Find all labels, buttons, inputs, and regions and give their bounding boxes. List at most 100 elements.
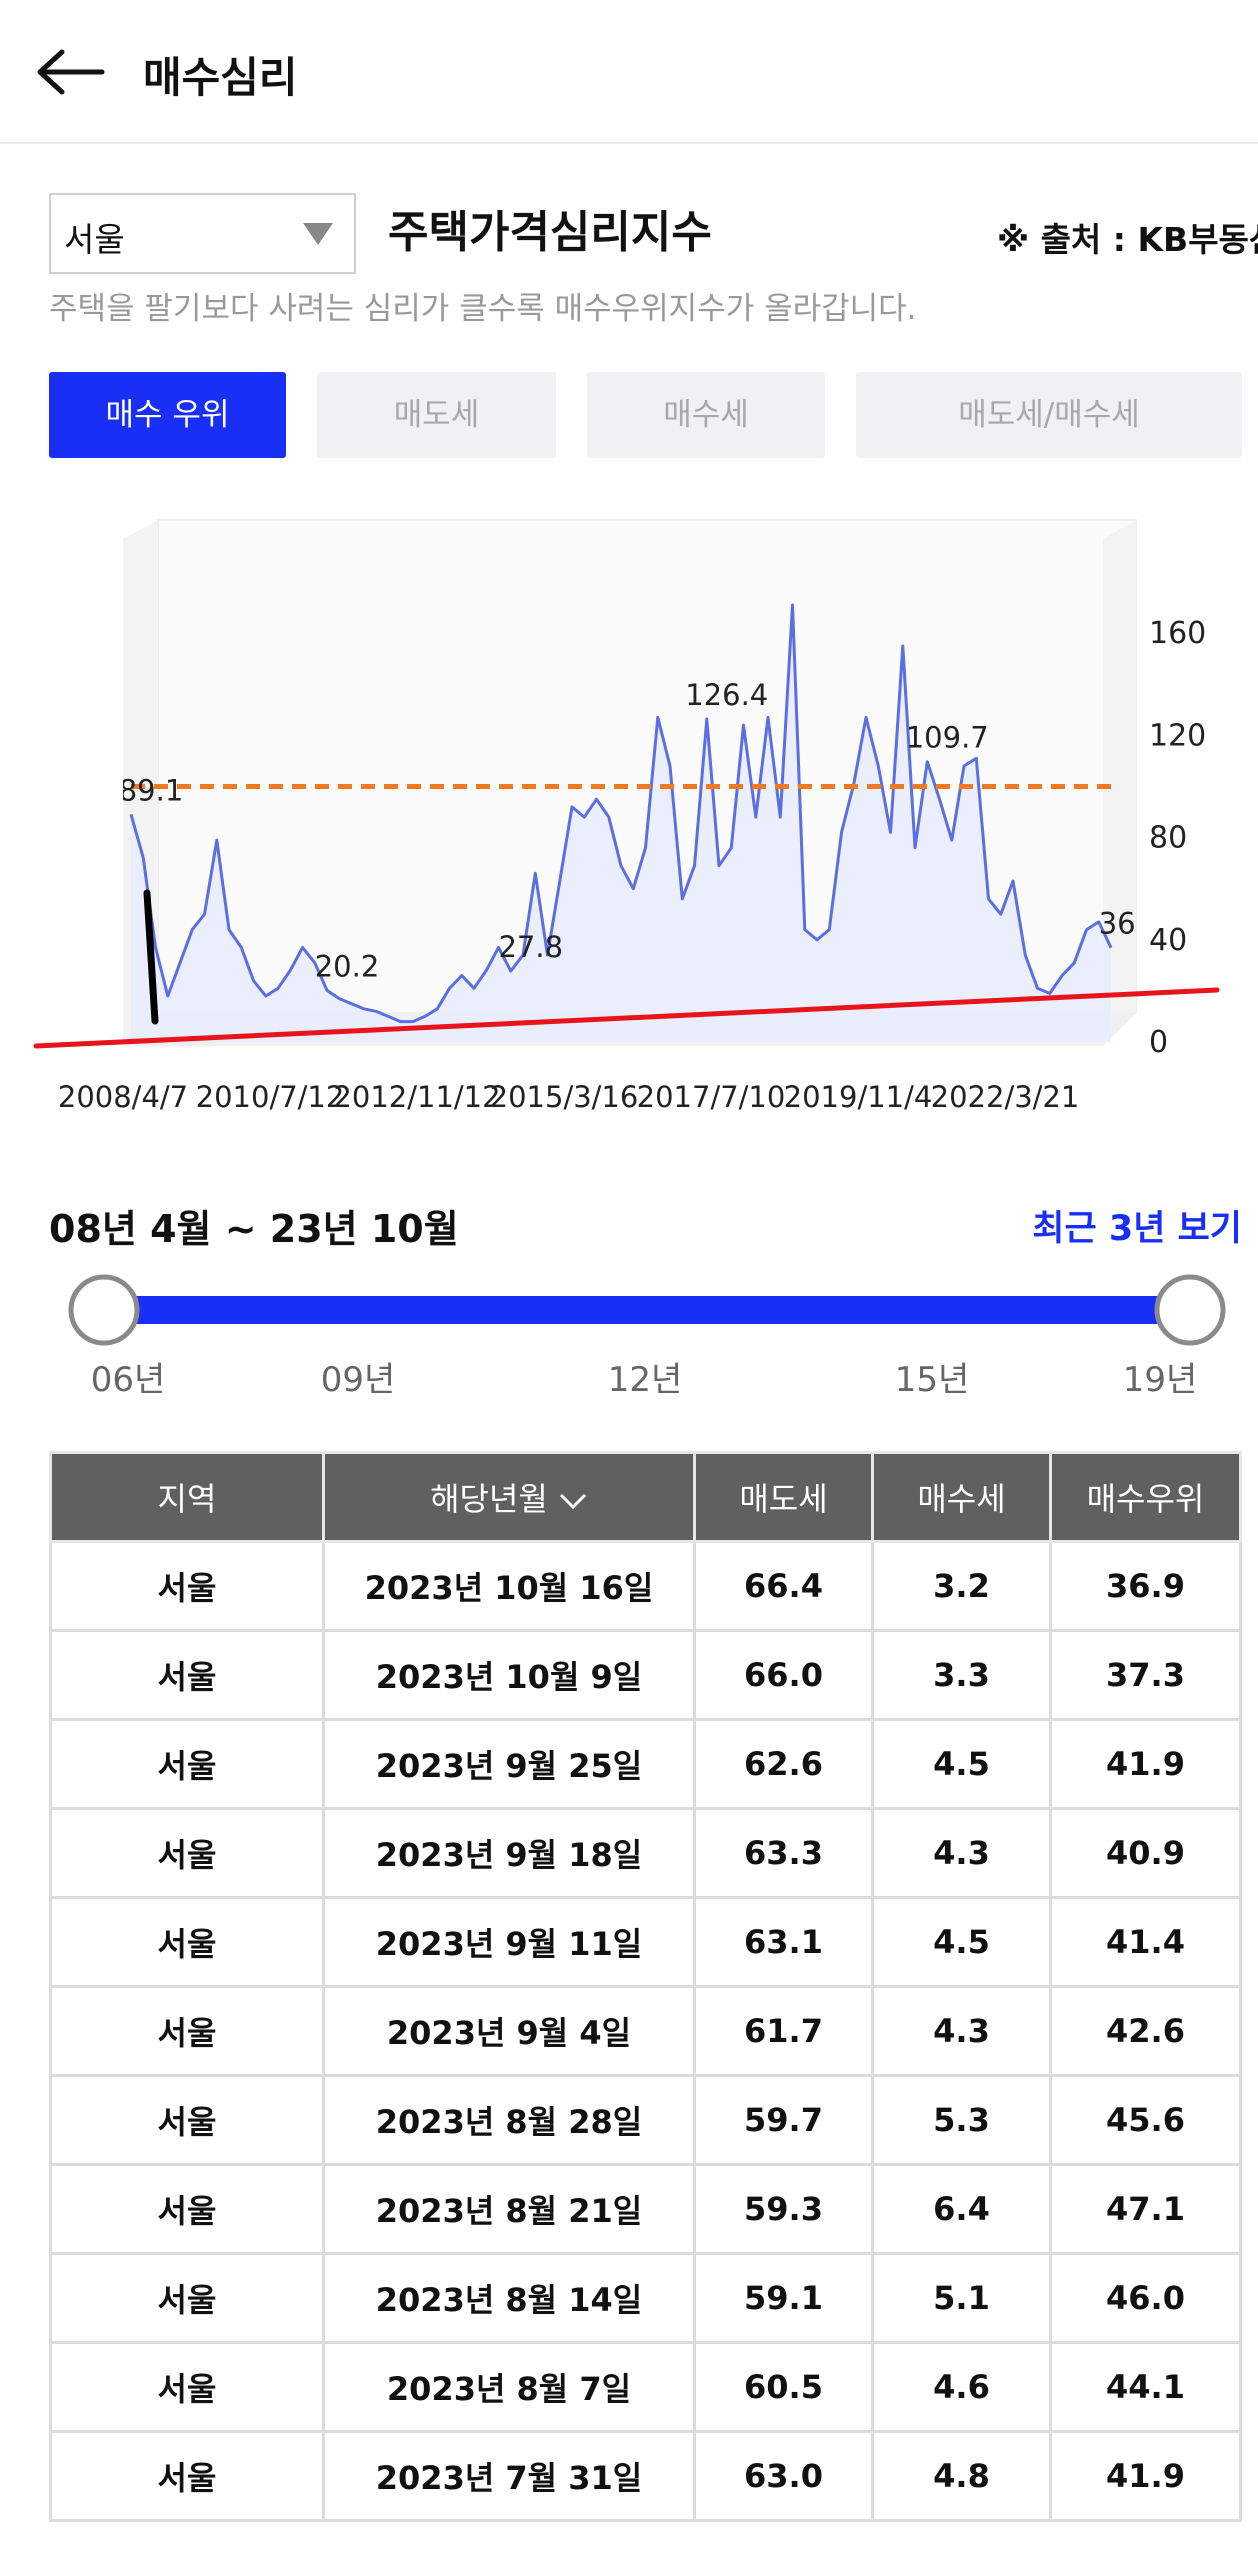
header-text: 해당년월 [430,1480,548,1518]
y-tick-label: 160 [1149,616,1206,651]
slider-label: 15년 [894,1360,970,1400]
table-cell: 4.5 [871,1718,1052,1810]
table-cell: 62.6 [693,1718,874,1810]
data-table: 지역 해당년월 매도세 매수세 매수우위 서울 2023년 10월 16일 66.4 3.2 3… [49,1451,1242,2522]
table-header-cell[interactable]: 해당년월 [322,1451,696,1543]
table-cell: 2023년 7월 31일 [322,2430,696,2522]
table-cell: 4.3 [871,1807,1052,1899]
table-cell: 36.9 [1049,1540,1242,1632]
table-cell: 4.6 [871,2341,1052,2433]
back-button[interactable] [36,48,108,96]
table-cell: 41.9 [1049,2430,1242,2522]
table-cell: 63.1 [693,1896,874,1988]
header-text: 매수세 [917,1480,1006,1518]
table-cell: 서울 [49,1718,325,1810]
value-label: 109.7 [906,721,989,755]
header-text: 매도세 [739,1480,828,1518]
table-body: 서울 2023년 10월 16일 66.4 3.2 36.9 서울 2023년 10월 9일… [49,1540,1242,2522]
table-row: 서울 2023년 9월 4일 61.7 4.3 42.6 [49,1985,1242,2077]
recent-link[interactable]: 최근 3년 보기 [1032,1209,1242,1249]
table-cell: 2023년 9월 18일 [322,1807,696,1899]
table-cell: 5.3 [871,2074,1052,2166]
table-cell: 2023년 9월 11일 [322,1896,696,1988]
table-cell: 45.6 [1049,2074,1242,2166]
table-cell: 2023년 9월 4일 [322,1985,696,2077]
header-divider [0,142,1258,144]
table-header: 지역 해당년월 매도세 매수세 매수우위 [49,1451,1242,1543]
table-header-cell: 매도세 [693,1451,874,1543]
tab[interactable]: 매도세 [317,372,556,458]
header-text: 지역 [157,1480,217,1518]
tab[interactable]: 매수 우위 [49,372,286,458]
table-cell: 4.3 [871,1985,1052,2077]
x-tick-label: 2022/3/21 [931,1080,1080,1114]
slider-knob[interactable] [68,1274,140,1346]
header-title: 매수심리 [143,53,298,102]
table-cell: 41.9 [1049,1718,1242,1810]
table-cell: 37.3 [1049,1629,1242,1721]
table-cell: 59.7 [693,2074,874,2166]
table-cell: 66.4 [693,1540,874,1632]
table-cell: 3.2 [871,1540,1052,1632]
table-cell: 서울 [49,1540,325,1632]
table-cell: 63.3 [693,1807,874,1899]
y-tick-label: 40 [1149,923,1187,958]
table-header-cell: 지역 [49,1451,325,1543]
y-tick-label: 80 [1149,821,1187,856]
table-cell: 41.4 [1049,1896,1242,1988]
slider-knob[interactable] [1154,1274,1226,1346]
x-tick-label: 2019/11/4 [784,1080,933,1114]
table-header-cell: 매수우위 [1049,1451,1242,1543]
y-tick-label: 0 [1149,1025,1168,1060]
table-cell: 63.0 [693,2430,874,2522]
table-cell: 2023년 8월 7일 [322,2341,696,2433]
description: 주택을 팔기보다 사려는 심리가 클수록 매수우위지수가 올라갑니다. [49,291,917,327]
table-cell: 2023년 10월 9일 [322,1629,696,1721]
table-row: 서울 2023년 8월 21일 59.3 6.4 47.1 [49,2163,1242,2255]
region-select[interactable]: 서울 [49,193,356,274]
table-cell: 서울 [49,2252,325,2344]
select-value: 서울 [64,220,125,259]
tab[interactable]: 매도세/매수세 [856,372,1242,458]
table-cell: 61.7 [693,1985,874,2077]
table-header-cell: 매수세 [871,1451,1052,1543]
y-tick-label: 120 [1149,718,1206,753]
value-label: 27.8 [498,930,563,964]
table-row: 서울 2023년 9월 11일 63.1 4.5 41.4 [49,1896,1242,1988]
area [131,605,1111,1042]
range-slider[interactable] [0,1270,1258,1350]
header-text: 매수우위 [1086,1480,1205,1518]
value-label: 20.2 [315,949,380,983]
table-cell: 4.8 [871,2430,1052,2522]
table-cell: 6.4 [871,2163,1052,2255]
slider-label: 09년 [320,1360,396,1400]
range-label: 08년 4월 ~ 23년 10월 [49,1207,459,1251]
annotation-stroke [143,889,159,1025]
table-cell: 서울 [49,2430,325,2522]
table-cell: 42.6 [1049,1985,1242,2077]
table-row: 서울 2023년 8월 28일 59.7 5.3 45.6 [49,2074,1242,2166]
table-cell: 2023년 9월 25일 [322,1718,696,1810]
table-row: 서울 2023년 8월 7일 60.5 4.6 44.1 [49,2341,1242,2433]
table-cell: 서울 [49,2074,325,2166]
table-cell: 서울 [49,1629,325,1721]
table-cell: 5.1 [871,2252,1052,2344]
table-row: 서울 2023년 10월 16일 66.4 3.2 36.9 [49,1540,1242,1632]
table-cell: 44.1 [1049,2341,1242,2433]
slider-label: 12년 [607,1360,683,1400]
table-cell: 46.0 [1049,2252,1242,2344]
sort-icon [559,1493,586,1510]
x-tick-label: 2010/7/12 [196,1080,345,1114]
table-cell: 서울 [49,1807,325,1899]
table-cell: 47.1 [1049,2163,1242,2255]
slider-label: 06년 [90,1360,166,1400]
value-labels: 89.1 20.2 27.8 126.4 109.7 36.9 [123,678,1164,983]
table-row: 서울 2023년 9월 25일 62.6 4.5 41.9 [49,1718,1242,1810]
table-cell: 서울 [49,2163,325,2255]
table-cell: 2023년 10월 16일 [322,1540,696,1632]
value-label: 36.9 [1099,907,1164,941]
tab[interactable]: 매수세 [587,372,825,458]
table-cell: 2023년 8월 28일 [322,2074,696,2166]
table-row: 서울 2023년 10월 9일 66.0 3.3 37.3 [49,1629,1242,1721]
table-cell: 서울 [49,1985,325,2077]
